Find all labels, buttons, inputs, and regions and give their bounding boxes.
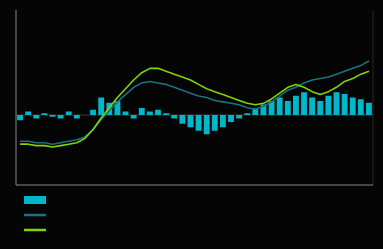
bar (342, 94, 348, 115)
bar (50, 115, 56, 117)
legend (24, 196, 46, 230)
bar (58, 115, 64, 119)
bar (244, 113, 250, 115)
bar (220, 115, 226, 127)
bar (147, 112, 153, 116)
bar (325, 96, 331, 115)
legend-swatch (24, 229, 46, 232)
bar (25, 112, 31, 116)
background (0, 0, 383, 249)
bar (366, 103, 372, 115)
bar (204, 115, 210, 134)
bar (285, 101, 291, 115)
bar (277, 98, 283, 116)
y2-axis (373, 10, 374, 185)
bar (212, 115, 218, 131)
bar (171, 115, 177, 119)
bar (293, 96, 299, 115)
chart (0, 0, 383, 249)
bar (17, 115, 23, 120)
line (20, 61, 369, 144)
bar (41, 113, 47, 115)
bar (179, 115, 185, 124)
bar (309, 98, 315, 116)
line (20, 68, 369, 147)
bar (139, 108, 145, 115)
bar (66, 112, 72, 116)
x-axis (16, 185, 373, 186)
bar (131, 115, 137, 119)
bar (123, 112, 129, 116)
bar (188, 115, 194, 127)
bar (33, 115, 39, 119)
bar (358, 99, 364, 115)
bar (236, 115, 242, 119)
bar (301, 92, 307, 115)
bar (317, 101, 323, 115)
legend-swatch (24, 214, 46, 217)
bar (163, 113, 169, 115)
legend-swatch (24, 196, 46, 204)
plot-area (16, 61, 373, 147)
bar (196, 115, 202, 131)
bar (228, 115, 234, 122)
bar (334, 92, 340, 115)
bar (74, 115, 80, 119)
bar (82, 115, 88, 116)
bar (155, 110, 161, 115)
y-axis (16, 10, 17, 185)
bar (350, 98, 356, 116)
bar (90, 110, 96, 115)
bar (98, 98, 104, 116)
